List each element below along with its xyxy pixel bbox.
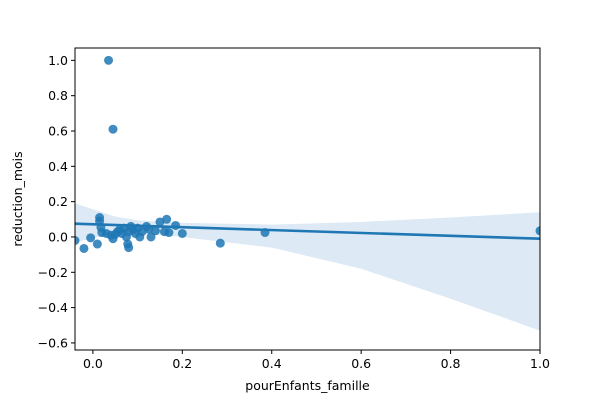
x-tick-label: 0.6: [351, 356, 371, 371]
y-tick-label: 1.0: [48, 53, 68, 68]
scatter-point: [92, 239, 102, 249]
x-tick-label: 0.4: [262, 356, 282, 371]
y-tick-label: −0.2: [38, 265, 68, 280]
plot-frame: [74, 47, 541, 351]
y-tick-label: 0.4: [48, 159, 68, 174]
y-tick-label: 0.0: [48, 229, 68, 244]
scatter-point: [177, 228, 187, 238]
scatter-point: [164, 228, 174, 238]
scatter-point: [535, 226, 540, 236]
scatter-point: [162, 214, 172, 224]
scatter-point: [104, 55, 114, 65]
x-tick-label: 1.0: [530, 356, 550, 371]
x-axis-label: pourEnfants_famille: [245, 378, 370, 393]
y-tick-label: 0.6: [48, 124, 68, 139]
x-tick-label: 0.2: [172, 356, 192, 371]
y-axis-ticks: −0.6 −0.4 −0.2 0.0 0.2 0.4 0.6 0.8 1.0: [38, 53, 75, 350]
regression-line: [75, 222, 540, 241]
scatter-point: [150, 226, 160, 236]
scatter-point: [108, 124, 118, 134]
y-tick-label: −0.6: [38, 335, 68, 350]
y-tick-label: −0.4: [38, 300, 68, 315]
regression-line-layer: [75, 222, 540, 241]
y-axis-label: reduction_mois: [10, 151, 25, 246]
scatter-point: [146, 232, 156, 242]
scatter-point: [86, 233, 96, 243]
x-tick-label: 0.0: [83, 356, 103, 371]
scatter-point: [75, 236, 80, 245]
y-tick-label: 0.8: [48, 88, 68, 103]
x-tick-label: 0.8: [441, 356, 461, 371]
scatter-point: [79, 243, 89, 253]
scatter-point: [215, 238, 225, 248]
scatter-point: [171, 220, 181, 230]
x-axis-ticks: 0.0 0.2 0.4 0.6 0.8 1.0: [83, 350, 550, 371]
y-tick-label: 0.2: [48, 194, 68, 209]
scatter-point: [124, 243, 134, 253]
